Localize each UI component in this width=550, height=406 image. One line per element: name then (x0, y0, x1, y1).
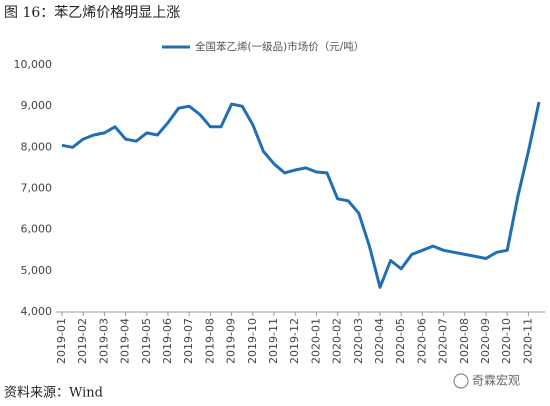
watermark-icon (453, 373, 469, 389)
x-tick-label: 2019-09 (225, 318, 238, 364)
x-tick-label: 2019-05 (140, 318, 153, 364)
x-tick-label: 2020-05 (394, 318, 407, 364)
x-tick-label: 2020-03 (352, 318, 365, 364)
x-tick-label: 2019-11 (267, 318, 280, 364)
x-tick-label: 2020-06 (415, 318, 428, 364)
watermark: 奇霖宏观 (472, 373, 520, 388)
y-tick-label: 6,000 (21, 223, 53, 236)
x-tick-label: 2019-04 (119, 318, 132, 364)
y-tick-label: 5,000 (21, 264, 53, 277)
y-tick-label: 10,000 (14, 58, 53, 71)
x-tick-label: 2019-10 (246, 318, 259, 364)
x-tick-label: 2019-06 (161, 318, 174, 364)
x-tick-label: 2020-07 (437, 318, 450, 364)
source: 资料来源：Wind (4, 386, 103, 401)
x-tick-label: 2019-01 (55, 318, 68, 364)
x-tick-label: 2020-11 (521, 318, 534, 364)
y-tick-label: 7,000 (21, 182, 53, 195)
x-tick-label: 2020-04 (373, 318, 386, 364)
y-tick-label: 8,000 (21, 140, 53, 153)
x-tick-label: 2020-01 (309, 318, 322, 364)
y-tick-label: 9,000 (21, 99, 53, 112)
line-series (61, 101, 541, 289)
x-tick-label: 2019-12 (288, 318, 301, 364)
x-tick-label: 2020-02 (331, 318, 344, 364)
chart-title: 图 16：苯乙烯价格明显上涨 (4, 4, 180, 21)
legend-label: 全国苯乙烯(一级品)市场价（元/吨） (195, 40, 364, 53)
x-tick-label: 2019-03 (97, 318, 110, 364)
x-tick-label: 2019-02 (76, 318, 89, 364)
y-tick-label: 4,000 (21, 305, 53, 318)
x-tick-label: 2019-08 (203, 318, 216, 364)
x-tick-label: 2020-08 (458, 318, 471, 364)
x-tick-label: 2019-07 (182, 318, 195, 364)
x-tick-label: 2020-10 (500, 318, 513, 364)
x-tick-label: 2020-09 (479, 318, 492, 364)
